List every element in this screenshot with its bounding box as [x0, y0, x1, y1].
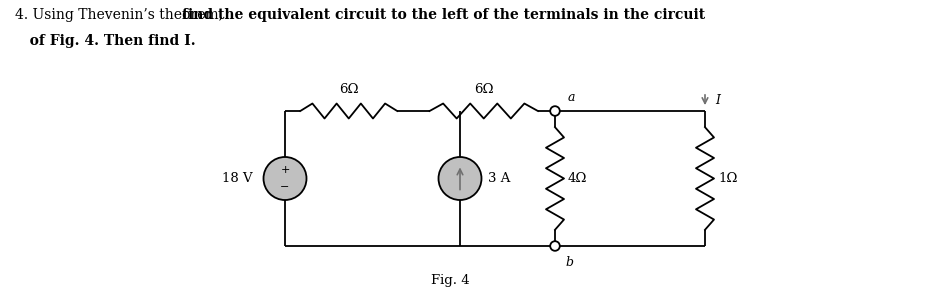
Text: 18 V: 18 V	[223, 172, 253, 185]
Text: +: +	[281, 165, 290, 175]
Circle shape	[438, 157, 482, 200]
Text: 6Ω: 6Ω	[339, 83, 359, 96]
Circle shape	[264, 157, 307, 200]
Text: a: a	[568, 91, 575, 104]
Text: of Fig. 4. Then find I.: of Fig. 4. Then find I.	[15, 34, 196, 48]
Text: 3 A: 3 A	[488, 172, 511, 185]
Text: 6Ω: 6Ω	[474, 83, 494, 96]
Circle shape	[550, 241, 560, 251]
Text: find the equivalent circuit to the left of the terminals in the circuit: find the equivalent circuit to the left …	[182, 8, 706, 22]
Text: I: I	[715, 94, 720, 106]
Text: b: b	[565, 256, 573, 269]
Text: 4Ω: 4Ω	[568, 172, 587, 185]
Text: 4. Using Thevenin’s theorem,: 4. Using Thevenin’s theorem,	[15, 8, 227, 22]
Text: 1Ω: 1Ω	[718, 172, 737, 185]
Text: −: −	[281, 182, 290, 192]
Circle shape	[550, 106, 560, 116]
Text: Fig. 4: Fig. 4	[431, 274, 470, 287]
